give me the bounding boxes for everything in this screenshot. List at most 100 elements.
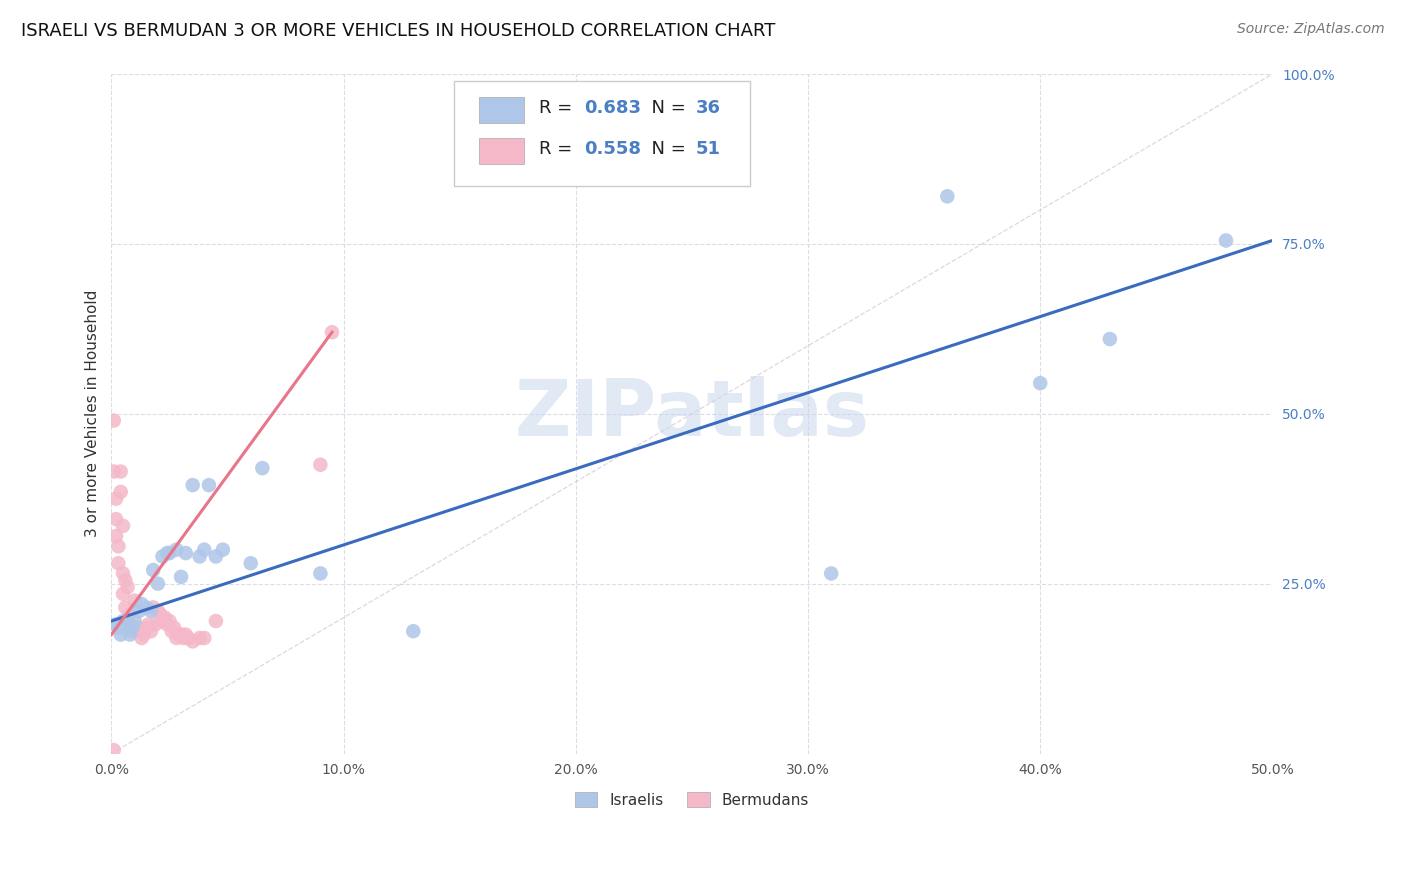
Point (181, 634, 204, 648)
Point (128, 624, 150, 639)
Point (103, 465, 125, 479)
Point (177, 631, 200, 645)
Point (170, 627, 193, 641)
Point (118, 627, 141, 641)
Point (142, 600, 165, 615)
Point (309, 566, 332, 581)
Point (159, 614, 181, 628)
Point (103, 413, 125, 427)
Text: 0.683: 0.683 (583, 99, 641, 117)
Point (124, 621, 146, 635)
Point (135, 600, 157, 615)
Text: N =: N = (640, 99, 692, 117)
Point (936, 189, 959, 203)
Point (138, 617, 160, 632)
Point (114, 600, 136, 615)
Point (117, 617, 139, 632)
Point (142, 563, 165, 577)
Point (165, 631, 187, 645)
Point (212, 542, 235, 557)
Point (128, 604, 150, 618)
Point (149, 607, 172, 622)
Point (107, 621, 129, 635)
Point (132, 627, 155, 641)
Point (193, 542, 215, 557)
Point (125, 621, 148, 635)
Point (105, 617, 128, 632)
Point (153, 610, 176, 624)
FancyBboxPatch shape (479, 97, 523, 123)
Y-axis label: 3 or more Vehicles in Household: 3 or more Vehicles in Household (86, 290, 100, 538)
Point (107, 539, 129, 553)
Point (198, 478, 221, 492)
Point (105, 512, 128, 526)
Point (188, 549, 211, 564)
Point (205, 549, 228, 564)
Point (105, 529, 128, 543)
Point (121, 621, 143, 635)
Point (239, 556, 262, 570)
Point (118, 607, 141, 622)
Point (205, 614, 228, 628)
Text: 0.558: 0.558 (583, 140, 641, 158)
Point (111, 566, 134, 581)
Point (114, 573, 136, 587)
Point (165, 542, 187, 557)
Legend: Israelis, Bermudans: Israelis, Bermudans (568, 786, 815, 814)
Point (139, 604, 162, 618)
Point (111, 614, 134, 628)
Point (105, 491, 128, 506)
Point (111, 587, 134, 601)
Point (170, 570, 193, 584)
Point (146, 604, 169, 618)
Point (124, 614, 146, 628)
Point (252, 461, 274, 475)
Point (160, 624, 183, 639)
Text: R =: R = (538, 99, 578, 117)
Point (159, 546, 181, 560)
Point (1029, 376, 1052, 391)
Point (820, 566, 842, 581)
Point (111, 519, 134, 533)
Point (321, 325, 343, 339)
Text: ISRAELI VS BERMUDAN 3 OR MORE VEHICLES IN HOUSEHOLD CORRELATION CHART: ISRAELI VS BERMUDAN 3 OR MORE VEHICLES I… (21, 22, 776, 40)
FancyBboxPatch shape (479, 138, 523, 164)
Text: R =: R = (538, 140, 578, 158)
Point (309, 458, 332, 472)
Text: 36: 36 (696, 99, 720, 117)
Point (174, 627, 197, 641)
Point (1098, 332, 1121, 346)
Point (152, 614, 174, 628)
Point (172, 631, 194, 645)
FancyBboxPatch shape (454, 81, 749, 186)
Point (174, 546, 197, 560)
Point (167, 627, 190, 641)
Point (117, 580, 139, 594)
Point (152, 549, 174, 564)
Point (156, 546, 179, 560)
Point (163, 621, 186, 635)
Point (156, 617, 179, 632)
Text: N =: N = (640, 140, 692, 158)
Point (181, 478, 204, 492)
Point (193, 631, 215, 645)
Point (145, 617, 167, 632)
Point (1215, 234, 1237, 248)
Text: ZIPatlas: ZIPatlas (515, 376, 869, 451)
Point (110, 627, 132, 641)
Point (107, 556, 129, 570)
Point (103, 743, 125, 757)
Point (131, 597, 153, 611)
Point (114, 621, 136, 635)
Point (131, 631, 153, 645)
Point (110, 465, 132, 479)
Point (139, 624, 162, 639)
Point (118, 617, 141, 632)
Point (402, 624, 425, 639)
Text: Source: ZipAtlas.com: Source: ZipAtlas.com (1237, 22, 1385, 37)
Point (146, 576, 169, 591)
Point (188, 631, 211, 645)
Point (121, 624, 143, 639)
Point (124, 593, 146, 607)
Point (135, 621, 157, 635)
